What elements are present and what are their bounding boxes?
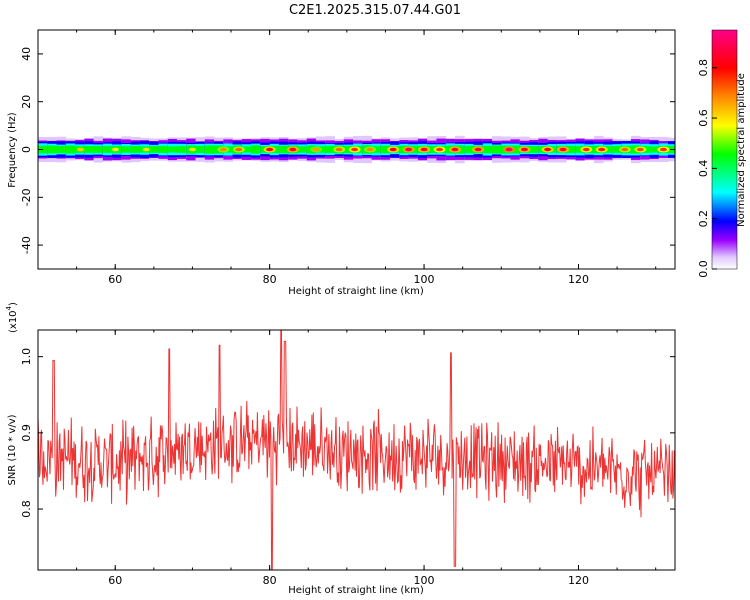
band-cell [603, 146, 613, 153]
band-cell [130, 146, 141, 153]
x-tick-label: 100 [414, 574, 435, 587]
hotspot [76, 147, 84, 152]
hotspot [188, 147, 196, 152]
y-tick-label: 0 [20, 146, 33, 153]
band-cell [167, 146, 178, 153]
snr-panel: 60 80 100 120 0.8 0.9 1.0 Height of straight l… [5, 302, 676, 596]
band-cell [204, 145, 215, 154]
band-cell [278, 145, 289, 154]
band-cell [529, 146, 539, 153]
snr-x-label: Height of straight line (km) [288, 585, 424, 596]
hotspot [312, 147, 320, 152]
hotspot [405, 147, 413, 152]
x-tick-label: 80 [263, 574, 277, 587]
band-cell [380, 145, 391, 154]
chart-title: C2E1.2025.315.07.44.G01 [289, 3, 461, 18]
band-cell [649, 146, 660, 153]
spectrogram-x-label: Height of straight line (km) [288, 286, 424, 297]
y-tick-label: 20 [20, 95, 33, 109]
hotspot [366, 147, 374, 152]
band-cell [492, 145, 502, 154]
hotspot [659, 147, 667, 152]
x-tick-label: 60 [108, 574, 122, 587]
band-cell [510, 145, 521, 154]
hotspot [420, 147, 428, 152]
y-tick-label: 0.8 [20, 500, 33, 518]
y-tick-label: 40 [20, 47, 33, 61]
hotspot [559, 147, 567, 152]
spectrogram-ticks: 60 80 100 120 -40 -20 0 20 40 [20, 30, 675, 286]
hotspot [142, 147, 150, 152]
band-cell [84, 145, 95, 154]
band-cell [371, 146, 382, 153]
band-cell [464, 145, 474, 154]
hotspot [389, 147, 397, 152]
hotspot [544, 147, 552, 152]
band-cell [121, 146, 132, 153]
hotspot [621, 147, 629, 152]
band-cell [297, 146, 308, 153]
spectrogram-y-label: Frequency (Hz) [7, 112, 18, 188]
hotspot [436, 147, 444, 152]
hotspot [266, 147, 274, 152]
snr-y-multiplier: (x104) [5, 302, 19, 333]
band-cell [241, 146, 252, 153]
snr-frame [37, 329, 676, 571]
band-cell [325, 146, 335, 153]
hotspot [351, 147, 359, 152]
x-tick-label: 80 [263, 273, 277, 286]
hotspot [289, 147, 297, 152]
band-cell [158, 145, 169, 154]
hotspot [219, 147, 227, 152]
hotspot [235, 147, 243, 152]
hotspot [520, 147, 528, 152]
hotspot [335, 147, 343, 152]
colorbar-label: Normalized spectral amplitude [736, 73, 747, 227]
hotspot [505, 147, 513, 152]
x-tick-label: 120 [568, 273, 589, 286]
hotspot [598, 147, 606, 152]
snr-y-label: SNR (10 * v/v) [7, 414, 18, 485]
y-tick-label: 0.9 [20, 424, 33, 442]
spectrogram-panel: 60 80 100 120 -40 -20 0 20 40 Height of straight… [7, 29, 676, 297]
band-cell [93, 146, 104, 153]
band-cell [195, 146, 206, 153]
hotspot [451, 147, 459, 152]
band-cell [102, 146, 113, 153]
x-tick-label: 120 [568, 574, 589, 587]
snr-series-line [38, 330, 675, 570]
y-tick-label: -40 [20, 236, 33, 254]
colorbar-tick-label: 0.8 [697, 59, 710, 77]
colorbar-gradient [711, 29, 738, 270]
colorbar-tick-label: 0.4 [697, 160, 710, 178]
band-cell [47, 145, 58, 154]
snr-ticks: 60 80 100 120 0.8 0.9 1.0 [20, 330, 675, 587]
hotspot [474, 147, 482, 152]
y-tick-label: -20 [20, 188, 33, 206]
colorbar-ticks: 0.0 0.2 0.4 0.6 0.8 [697, 59, 717, 278]
x-tick-label: 60 [108, 273, 122, 286]
band-cell [176, 146, 187, 153]
hotspot [582, 147, 590, 152]
band-cell [482, 145, 493, 154]
spectrogram-band [38, 135, 675, 164]
band-cell [149, 146, 159, 153]
hotspot [636, 147, 644, 152]
hotspot [111, 147, 119, 152]
colorbar-tick-label: 0.2 [697, 210, 710, 228]
band-cell [251, 145, 261, 154]
band-cell [56, 145, 67, 154]
colorbar-tick-label: 0.6 [697, 109, 710, 127]
colorbar: 0.0 0.2 0.4 0.6 0.8 Normalized spectral ampl… [697, 29, 747, 278]
y-tick-label: 1.0 [20, 348, 33, 366]
band-cell [566, 145, 576, 154]
x-tick-label: 100 [414, 273, 435, 286]
band-cell [65, 145, 76, 154]
band-cell [427, 146, 437, 153]
colorbar-tick-label: 0.0 [697, 260, 710, 278]
band-cell [612, 146, 623, 153]
